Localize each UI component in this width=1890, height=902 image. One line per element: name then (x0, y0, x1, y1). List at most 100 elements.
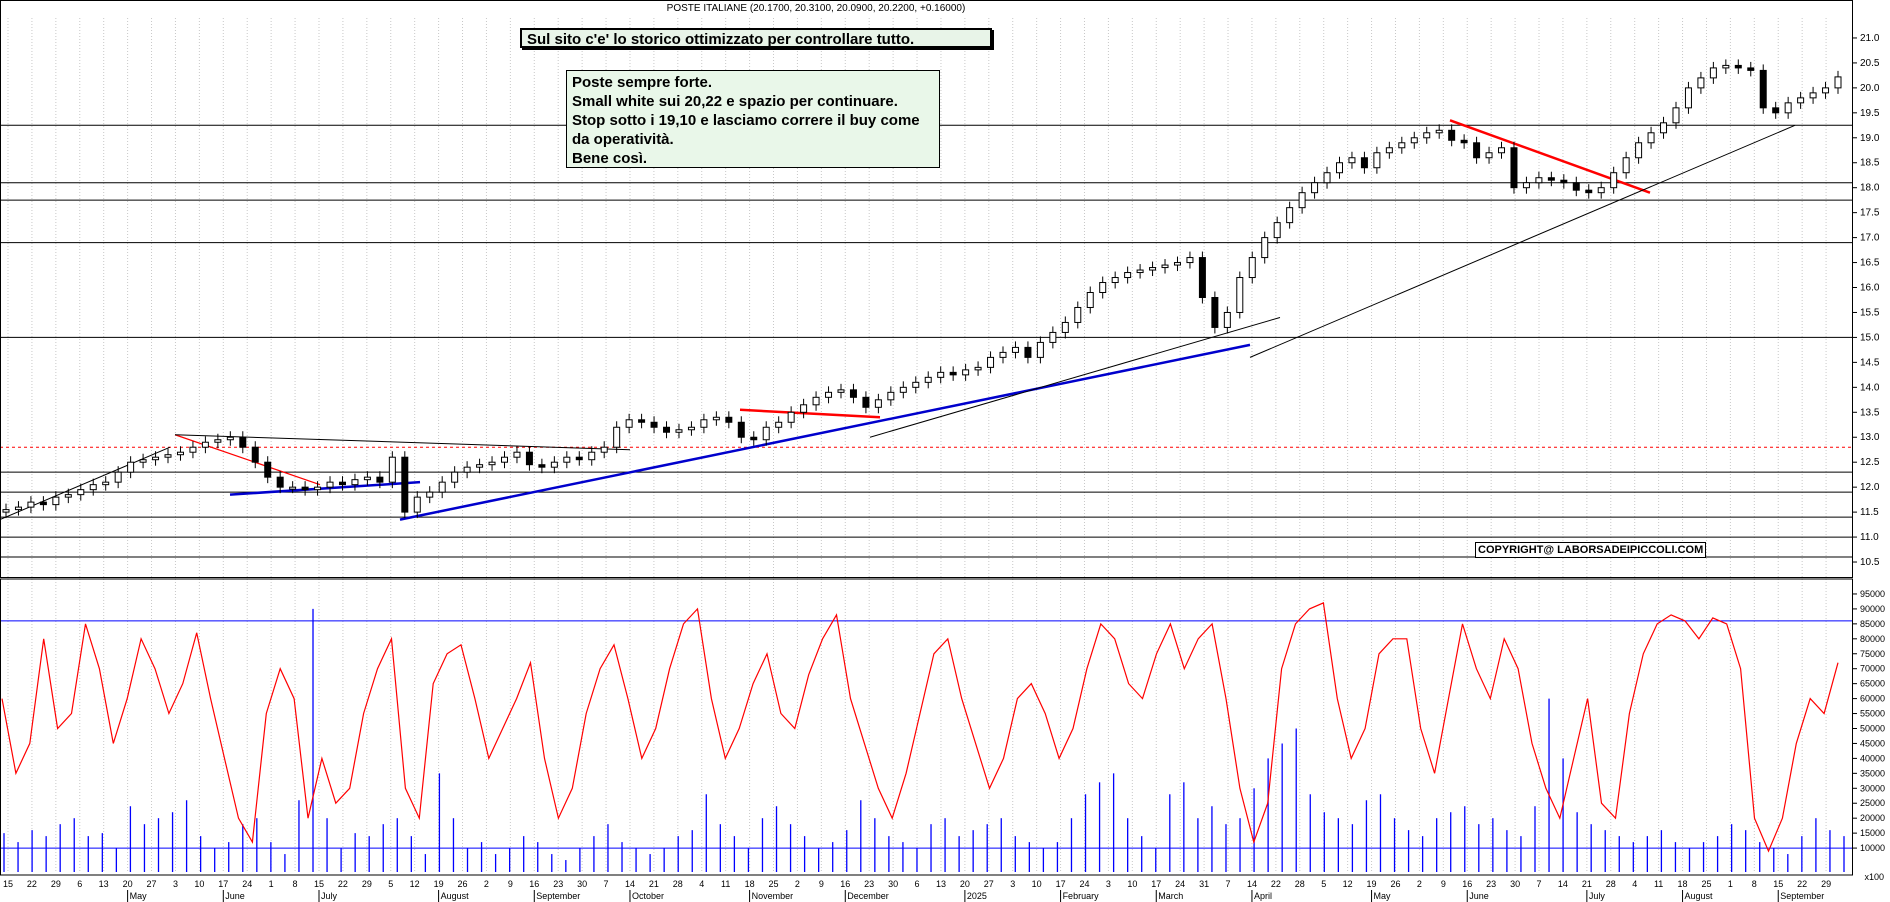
candle-body (127, 461, 135, 473)
osc-y-tick-label: 35000 (1860, 768, 1885, 778)
candle-body (164, 454, 172, 458)
x-day-label: 7 (1537, 879, 1542, 889)
osc-y-tick-label: 65000 (1860, 679, 1885, 689)
x-day-label: 30 (577, 879, 587, 889)
y-tick-label: 17.0 (1860, 233, 1880, 244)
candle-body (1822, 87, 1830, 94)
candle-body (999, 351, 1007, 358)
candle-body (1198, 257, 1206, 298)
osc-y-tick-label: 30000 (1860, 783, 1885, 793)
candle-body (613, 426, 621, 448)
x-day-label: 17 (1151, 879, 1161, 889)
candle-body (737, 421, 745, 438)
x-day-label: 28 (1606, 879, 1616, 889)
y-tick-label: 19.0 (1860, 133, 1880, 144)
x-day-label: 1 (269, 879, 274, 889)
candle-body (152, 456, 160, 461)
x-day-label: 10 (194, 879, 204, 889)
x-day-label: 15 (1773, 879, 1783, 889)
candle-body (1186, 257, 1194, 264)
x-day-label: 13 (936, 879, 946, 889)
osc-y-tick-label: 20000 (1860, 813, 1885, 823)
candle-body (52, 496, 60, 506)
y-tick-label: 16.5 (1860, 258, 1880, 269)
x-month-label: June (1469, 891, 1489, 901)
osc-y-tick-label: 80000 (1860, 634, 1885, 644)
x-month-label: June (225, 891, 245, 901)
x-day-label: 12 (410, 879, 420, 889)
candle-body (1560, 179, 1568, 184)
candle-body (1261, 237, 1269, 259)
note-line: Poste sempre forte. (572, 74, 713, 91)
trendline (1249, 124, 1796, 358)
note-line: Bene così. (572, 150, 648, 167)
x-month-label: August (441, 891, 470, 901)
support-trendline (399, 343, 1251, 521)
x-day-label: 31 (1199, 879, 1209, 889)
candle-body (2, 509, 10, 513)
chart-header: POSTE ITALIANE (20.1700, 20.3100, 20.090… (667, 3, 966, 14)
x-month-label: August (1685, 891, 1714, 901)
candle-body (1784, 102, 1792, 114)
x-day-label: 28 (673, 879, 683, 889)
candle-body (289, 486, 297, 490)
x-day-label: 6 (77, 879, 82, 889)
x-day-label: 8 (1752, 879, 1757, 889)
candle-body (1024, 346, 1032, 358)
osc-y-tick-label: 90000 (1860, 604, 1885, 614)
x-day-label: 15 (3, 879, 13, 889)
x-month-label: October (632, 891, 664, 901)
candle-body (1335, 162, 1343, 174)
x-month-label: 2025 (967, 891, 987, 901)
x-day-label: 28 (1295, 879, 1305, 889)
x-day-label: 20 (123, 879, 133, 889)
x-day-label: 27 (984, 879, 994, 889)
candle-body (1709, 67, 1717, 79)
candle-body (800, 404, 808, 413)
candle-body (426, 491, 434, 498)
candle-body (1211, 296, 1219, 328)
candle-body (351, 479, 359, 486)
x-day-label: 11 (721, 879, 730, 889)
x-day-label: 2 (484, 879, 489, 889)
candles (2, 59, 1842, 519)
note-line: Stop sotto i 19,10 e lasciamo correre il… (572, 112, 920, 129)
candle-body (102, 481, 110, 486)
candle-body (887, 391, 895, 401)
x-day-label: 11 (1654, 879, 1663, 889)
candle-body (189, 446, 197, 453)
candle-body (538, 464, 546, 468)
osc-y-tick-label: 55000 (1860, 709, 1885, 719)
site-banner: Sul sito c'e' lo storico ottimizzato per… (520, 28, 992, 48)
trendlines (0, 119, 1796, 521)
x-day-label: 21 (1582, 879, 1592, 889)
grid (7, 18, 1827, 872)
trendline (174, 434, 631, 451)
candle-body (114, 471, 122, 483)
copyright-label: COPYRIGHT@ LABORSADEIPICCOLI.COM (1475, 542, 1707, 558)
candle-body (862, 396, 870, 408)
candle-body (912, 381, 920, 388)
x-day-label: 30 (1510, 879, 1520, 889)
x-month-label: December (847, 891, 889, 901)
x-month-label: March (1158, 891, 1183, 901)
candle-body (837, 389, 845, 393)
x-day-label: 23 (1486, 879, 1496, 889)
resistance-trendline (739, 408, 881, 419)
x-day-label: 26 (1390, 879, 1400, 889)
osc-y-tick-label: 70000 (1860, 664, 1885, 674)
candle-body (775, 421, 783, 428)
candle-body (899, 386, 907, 393)
candle-body (1286, 207, 1294, 224)
candle-body (226, 436, 234, 441)
x-day-label: 16 (529, 879, 539, 889)
candle-body (14, 506, 22, 511)
candle-body (1273, 222, 1281, 239)
osc-y-tick-label: 45000 (1860, 738, 1885, 748)
x-day-label: 1 (1728, 879, 1733, 889)
x-day-label: 27 (147, 879, 157, 889)
x-day-label: 4 (1632, 879, 1637, 889)
x-month-label: July (1589, 891, 1606, 901)
candle-body (326, 481, 334, 488)
candle-body (1510, 147, 1518, 189)
